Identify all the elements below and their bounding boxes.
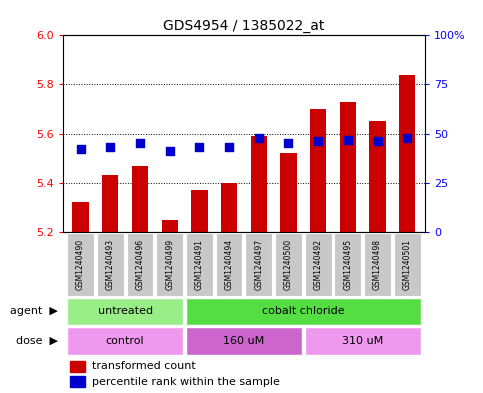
Text: 160 uM: 160 uM: [223, 336, 265, 346]
FancyBboxPatch shape: [305, 233, 331, 296]
Text: control: control: [106, 336, 144, 346]
Title: GDS4954 / 1385022_at: GDS4954 / 1385022_at: [163, 19, 325, 33]
Bar: [72, 202, 89, 232]
FancyBboxPatch shape: [394, 233, 421, 296]
Bar: [221, 183, 237, 232]
Text: GSM1240498: GSM1240498: [373, 239, 382, 290]
Text: 310 uM: 310 uM: [342, 336, 384, 346]
FancyBboxPatch shape: [67, 298, 183, 325]
Text: GSM1240494: GSM1240494: [225, 239, 234, 290]
Text: GSM1240497: GSM1240497: [254, 239, 263, 290]
Text: untreated: untreated: [98, 307, 153, 316]
Bar: [132, 165, 148, 232]
Point: [136, 140, 144, 147]
Bar: [102, 175, 118, 232]
Text: GSM1240500: GSM1240500: [284, 239, 293, 290]
Point: [255, 134, 263, 141]
Point: [314, 138, 322, 145]
Point: [344, 136, 352, 143]
Bar: [280, 153, 297, 232]
Text: agent  ▶: agent ▶: [10, 307, 58, 316]
FancyBboxPatch shape: [127, 233, 154, 296]
Text: percentile rank within the sample: percentile rank within the sample: [92, 377, 280, 387]
Point: [106, 144, 114, 151]
FancyBboxPatch shape: [335, 233, 361, 296]
Bar: [310, 109, 327, 232]
Text: GSM1240493: GSM1240493: [106, 239, 115, 290]
Point: [166, 148, 173, 154]
Point: [403, 134, 411, 141]
Bar: [161, 220, 178, 232]
Text: dose  ▶: dose ▶: [16, 336, 58, 346]
FancyBboxPatch shape: [364, 233, 391, 296]
Text: GSM1240499: GSM1240499: [165, 239, 174, 290]
Point: [284, 140, 292, 147]
Text: cobalt chloride: cobalt chloride: [262, 307, 344, 316]
Bar: [340, 102, 356, 232]
FancyBboxPatch shape: [186, 327, 302, 355]
Bar: [251, 136, 267, 232]
FancyBboxPatch shape: [305, 327, 421, 355]
FancyBboxPatch shape: [156, 233, 183, 296]
Text: GSM1240490: GSM1240490: [76, 239, 85, 290]
Text: GSM1240491: GSM1240491: [195, 239, 204, 290]
Bar: [369, 121, 386, 232]
Bar: [70, 376, 85, 387]
FancyBboxPatch shape: [245, 233, 272, 296]
Text: GSM1240495: GSM1240495: [343, 239, 352, 290]
FancyBboxPatch shape: [275, 233, 302, 296]
Point: [374, 138, 382, 145]
FancyBboxPatch shape: [67, 327, 183, 355]
Bar: [399, 75, 415, 232]
Text: GSM1240501: GSM1240501: [403, 239, 412, 290]
FancyBboxPatch shape: [186, 298, 421, 325]
FancyBboxPatch shape: [186, 233, 213, 296]
Bar: [191, 190, 208, 232]
Point: [77, 146, 85, 152]
Point: [225, 144, 233, 151]
Point: [196, 144, 203, 151]
FancyBboxPatch shape: [97, 233, 124, 296]
Text: GSM1240496: GSM1240496: [136, 239, 144, 290]
Text: GSM1240492: GSM1240492: [313, 239, 323, 290]
Bar: [70, 361, 85, 372]
Text: transformed count: transformed count: [92, 362, 196, 371]
FancyBboxPatch shape: [67, 233, 94, 296]
FancyBboxPatch shape: [216, 233, 242, 296]
